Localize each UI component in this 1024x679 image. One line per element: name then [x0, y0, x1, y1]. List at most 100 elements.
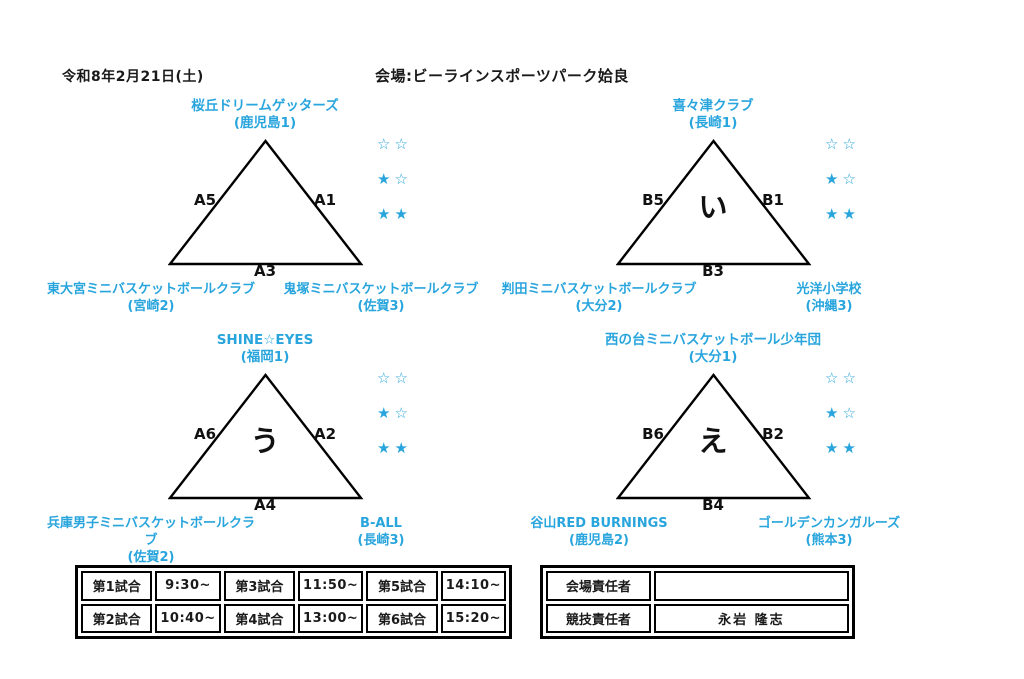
team-region: (鹿児島1) — [233, 115, 297, 131]
event-date: 令和8年2月21日(土) — [62, 69, 204, 85]
right-team: 鬼塚ミニバスケットボールクラブ (佐賀3) — [275, 281, 487, 315]
star-rating-row: ★☆ — [377, 404, 412, 422]
team-region: (大分1) — [688, 349, 738, 365]
table-row: 競技責任者 永岩 隆志 — [546, 603, 849, 633]
bracket-triangle — [616, 139, 812, 266]
match-code-left: B5 — [642, 191, 664, 209]
match-code-left: A6 — [193, 425, 217, 443]
bracket-a-first: 桜丘ドリームゲッターズ (鹿児島1) A5 A1 A3 ☆☆ ★☆ ★★ 東大宮… — [45, 96, 485, 334]
star-rating-row: ★☆ — [377, 170, 412, 188]
team-region: (長崎3) — [357, 533, 405, 548]
game-label: 第1試合 — [81, 571, 153, 601]
game-time: 15:20~ — [440, 603, 506, 633]
team-name: 喜々津クラブ — [672, 98, 754, 114]
team-region: (鹿児島2) — [569, 533, 629, 548]
game-label: 第4試合 — [223, 603, 296, 633]
bracket-b-second: 西の台ミニバスケットボール少年団 (大分1) B6 B2 B4 え ☆☆ ★☆ … — [493, 330, 933, 568]
team-name: 兵庫男子ミニバスケットボールクラブ — [46, 516, 255, 548]
star-rating-row: ★★ — [377, 439, 412, 457]
table-row: 会場責任者 — [546, 571, 849, 601]
team-name: 鬼塚ミニバスケットボールクラブ — [283, 282, 479, 297]
schedule-table: 第1試合 9:30~ 第3試合 11:50~ 第5試合 14:10~ 第2試合 … — [75, 565, 512, 639]
court-letter: う — [250, 424, 280, 458]
official-name: 永岩 隆志 — [653, 603, 849, 633]
official-role: 競技責任者 — [546, 603, 651, 633]
left-team: 東大宮ミニバスケットボールクラブ (宮崎2) — [45, 281, 257, 315]
team-region: (沖縄3) — [805, 299, 853, 314]
game-label: 第5試合 — [366, 571, 438, 601]
official-role: 会場責任者 — [546, 571, 651, 601]
right-team: ゴールデンカンガルーズ (熊本3) — [723, 515, 935, 549]
game-time: 11:50~ — [298, 571, 364, 601]
star-rating-row: ★☆ — [825, 170, 860, 188]
match-code-bottom: A3 — [253, 262, 277, 280]
team-region: (熊本3) — [805, 533, 853, 548]
bracket-a-second: SHINE☆EYES (福岡1) A6 A2 A4 う ☆☆ ★☆ ★★ 兵庫男… — [45, 330, 485, 568]
table-row: 第2試合 10:40~ 第4試合 13:00~ 第6試合 15:20~ — [81, 603, 506, 633]
game-label: 第6試合 — [366, 603, 438, 633]
star-rating-row: ★★ — [825, 439, 860, 457]
team-name: 判田ミニバスケットボールクラブ — [501, 282, 697, 297]
game-time: 14:10~ — [440, 571, 506, 601]
team-region: (福岡1) — [240, 349, 290, 365]
team-region: (長崎1) — [688, 115, 738, 131]
table-row: 第1試合 9:30~ 第3試合 11:50~ 第5試合 14:10~ — [81, 571, 506, 601]
right-team: 光洋小学校 (沖縄3) — [723, 281, 935, 315]
bracket-triangle — [168, 139, 364, 266]
match-code-right: B1 — [762, 191, 784, 209]
court-letter: い — [698, 190, 728, 224]
team-region: (佐賀3) — [357, 299, 405, 314]
rating-legend: ☆☆ ★☆ ★★ — [377, 370, 447, 475]
star-rating-row: ☆☆ — [825, 135, 860, 153]
game-label: 第2試合 — [81, 603, 153, 633]
team-region: (大分2) — [575, 299, 623, 314]
top-team: 喜々津クラブ (長崎1) — [493, 98, 933, 132]
match-code-right: A2 — [313, 425, 337, 443]
match-code-right: A1 — [313, 191, 337, 209]
top-team: SHINE☆EYES (福岡1) — [45, 332, 485, 366]
match-code-left: B6 — [642, 425, 664, 443]
bracket-triangle — [168, 373, 364, 500]
team-name: B-ALL — [360, 516, 402, 531]
match-code-bottom: B3 — [702, 262, 724, 280]
team-name: 桜丘ドリームゲッターズ — [191, 98, 339, 114]
rating-legend: ☆☆ ★☆ ★★ — [377, 136, 447, 241]
bracket-triangle — [616, 373, 812, 500]
star-rating-row: ★★ — [377, 205, 412, 223]
top-team: 桜丘ドリームゲッターズ (鹿児島1) — [45, 98, 485, 132]
team-region: (宮崎2) — [127, 299, 175, 314]
left-team: 判田ミニバスケットボールクラブ (大分2) — [493, 281, 705, 315]
match-code-left: A5 — [193, 191, 217, 209]
top-team: 西の台ミニバスケットボール少年団 (大分1) — [493, 332, 933, 366]
official-name — [653, 571, 849, 601]
game-time: 10:40~ — [155, 603, 221, 633]
officials-table: 会場責任者 競技責任者 永岩 隆志 — [540, 565, 855, 639]
left-team: 兵庫男子ミニバスケットボールクラブ (佐賀2) — [45, 515, 257, 566]
team-name: 光洋小学校 — [796, 282, 862, 297]
star-rating-row: ☆☆ — [825, 369, 860, 387]
match-code-bottom: A4 — [253, 496, 277, 514]
game-label: 第3試合 — [223, 571, 296, 601]
team-name: 西の台ミニバスケットボール少年団 — [605, 332, 821, 348]
star-rating-row: ☆☆ — [377, 135, 412, 153]
venue-title: 会場:ビーラインスポーツパーク姶良 — [375, 67, 629, 85]
right-team: B-ALL (長崎3) — [275, 515, 487, 549]
left-team: 谷山RED BURNINGS (鹿児島2) — [493, 515, 705, 549]
match-code-bottom: B4 — [702, 496, 724, 514]
rating-legend: ☆☆ ★☆ ★★ — [825, 136, 895, 241]
team-region: (佐賀2) — [127, 550, 175, 565]
bracket-b-first: 喜々津クラブ (長崎1) B5 B1 B3 い ☆☆ ★☆ ★★ 判田ミニバスケ… — [493, 96, 933, 334]
team-name: 谷山RED BURNINGS — [530, 516, 668, 531]
court-letter: え — [698, 424, 728, 458]
team-name: ゴールデンカンガルーズ — [757, 516, 901, 531]
court-letter — [235, 186, 295, 228]
rating-legend: ☆☆ ★☆ ★★ — [825, 370, 895, 475]
star-rating-row: ★★ — [825, 205, 860, 223]
star-rating-row: ★☆ — [825, 404, 860, 422]
game-time: 9:30~ — [155, 571, 221, 601]
star-rating-row: ☆☆ — [377, 369, 412, 387]
game-time: 13:00~ — [298, 603, 364, 633]
team-name: 東大宮ミニバスケットボールクラブ — [46, 282, 255, 297]
team-name: SHINE☆EYES — [216, 332, 314, 348]
